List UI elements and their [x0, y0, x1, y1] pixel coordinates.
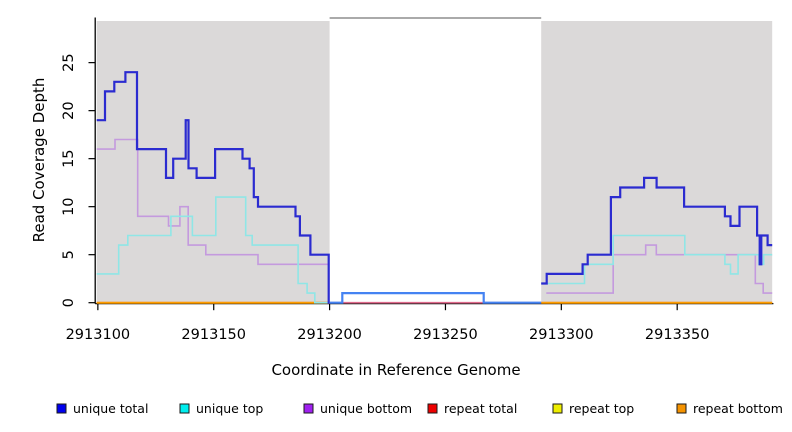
x-tick-label: 2913150: [181, 327, 246, 343]
x-tick-label: 2913300: [529, 327, 594, 343]
series-unique-total-line-0: [96, 71, 330, 304]
legend-swatch-repeat-top: [552, 403, 563, 414]
y-tick-label: 0: [61, 298, 77, 307]
masked-region-right: [541, 21, 773, 304]
legend-swatch-unique-total: [56, 403, 67, 414]
legend-label-repeat-total: repeat total: [444, 401, 517, 416]
masked-region-left: [96, 21, 330, 304]
legend-swatch-repeat-bottom: [676, 403, 687, 414]
y-tick-label: 15: [61, 149, 77, 167]
x-tick-label: 2913250: [413, 327, 478, 343]
series-unique-top-line-0: [96, 196, 330, 304]
y-tick-label: 5: [61, 250, 77, 259]
y-axis-title: Read Coverage Depth: [30, 77, 48, 243]
series-unique-bottom-line-0: [96, 138, 330, 304]
x-tick-label: 2913350: [645, 327, 710, 343]
legend-label-unique-top: unique top: [196, 401, 263, 416]
legend-label-repeat-bottom: repeat bottom: [693, 401, 783, 416]
x-tick-label: 2913200: [297, 327, 362, 343]
legend-label-unique-bottom: unique bottom: [320, 401, 412, 416]
x-tick-label: 2913100: [66, 327, 131, 343]
legend-swatch-unique-top: [179, 403, 190, 414]
y-tick-label: 25: [61, 53, 77, 71]
x-axis-title: Coordinate in Reference Genome: [271, 361, 521, 379]
y-tick-label: 10: [61, 197, 77, 215]
legend-swatch-unique-bottom: [303, 403, 314, 414]
legend-label-repeat-top: repeat top: [569, 401, 634, 416]
legend-swatch-repeat-total: [427, 403, 438, 414]
series-unique-total-line-1: [329, 292, 542, 304]
legend-label-unique-total: unique total: [73, 401, 148, 416]
series-unique-total-line-2: [541, 176, 773, 285]
y-tick-label: 20: [61, 101, 77, 119]
